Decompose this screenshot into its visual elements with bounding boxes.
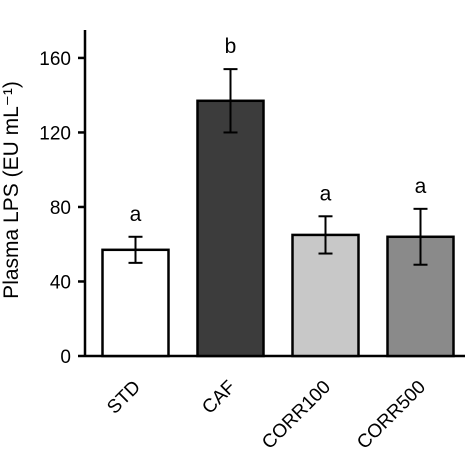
x-tick-label: CORR500 [353,377,430,454]
y-tick-label: 160 [39,49,71,70]
x-tick-label: CORR100 [258,377,335,454]
y-tick-label: 80 [50,198,71,219]
y-axis-title: Plasma LPS (EU mL⁻¹) [0,81,23,299]
bars [101,68,455,358]
error-bar-corr100 [318,215,333,255]
y-tick-label: 40 [50,272,71,293]
y-tick-label: 120 [39,123,71,144]
y-axis-title-group: Plasma LPS (EU mL⁻¹) [0,81,23,299]
error-bar-std [128,235,143,264]
error-bar-caf [223,68,238,134]
significance-label: b [225,35,237,58]
bar-std [101,248,170,358]
labels: a STD b CAF a CORR100 a CORR500 [103,35,430,453]
x-tick-label: CAF [198,377,240,419]
significance-label: a [130,203,142,226]
bar-corr100 [291,233,360,358]
significance-label: a [320,182,332,205]
error-bar-corr500 [413,207,428,266]
bar-caf [196,99,265,358]
significance-label: a [415,175,427,198]
x-tick-label: STD [103,377,145,419]
y-tick-label: 0 [60,347,71,368]
